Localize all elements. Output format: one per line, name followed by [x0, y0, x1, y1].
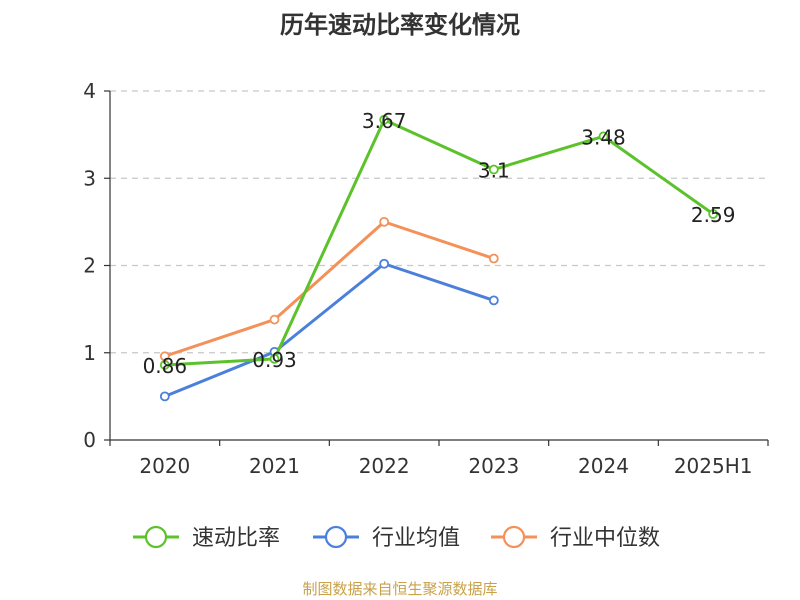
data-point [159, 391, 170, 402]
data-label: 2.59 [691, 203, 736, 227]
data-point [159, 360, 170, 370]
series-layer [159, 114, 719, 402]
y-tick-label: 0 [83, 428, 96, 452]
data-point [269, 353, 280, 364]
legend-swatch-marker [324, 525, 348, 549]
data-point [269, 314, 280, 325]
series-line-0 [164, 118, 715, 367]
x-tick-label: 2022 [359, 454, 410, 478]
source-note: 制图数据来自恒生聚源数据库 [302, 580, 497, 598]
data-point [488, 253, 499, 264]
data-label: 3.1 [478, 159, 510, 183]
y-tick-label: 4 [83, 79, 96, 103]
grid [110, 90, 768, 354]
y-tick-label: 1 [83, 341, 96, 365]
data-label: 3.67 [362, 109, 407, 133]
legend-swatch-marker [502, 525, 526, 549]
data-label: 3.48 [581, 125, 626, 149]
series-line-1 [164, 262, 495, 398]
x-tick-label: 2024 [578, 454, 629, 478]
chart-title: 历年速动比率变化情况 [280, 11, 520, 39]
data-point [379, 114, 390, 125]
legend-label: 行业中位数 [550, 526, 660, 551]
data-label: 0.86 [143, 354, 188, 378]
y-tick-label: 2 [83, 254, 96, 278]
legend-label: 行业均值 [372, 526, 460, 551]
data-point [488, 295, 499, 306]
legend-item: 速动比率 [133, 525, 280, 551]
series-line-2 [164, 220, 495, 358]
legend-label: 速动比率 [192, 526, 280, 551]
data-labels: 0.86 0.93 3.67 3.1 3.48 2.59 [143, 109, 736, 378]
data-label: 0.93 [252, 348, 297, 372]
data-point [598, 131, 609, 142]
legend-item: 行业中位数 [491, 525, 660, 551]
y-tick-label: 3 [83, 166, 96, 190]
axes: 0 1 2 3 4 2020 2021 2022 2023 2024 2025H1 [83, 79, 769, 478]
data-point [379, 216, 390, 227]
x-tick-label: 2021 [249, 454, 300, 478]
x-tick-label: 2025H1 [674, 454, 753, 478]
data-point [708, 209, 719, 219]
x-tick-label: 2023 [468, 454, 519, 478]
x-tick-label: 2020 [139, 454, 190, 478]
legend-swatch-marker [144, 525, 168, 549]
data-point [488, 164, 499, 175]
data-point [379, 258, 390, 269]
legend-item: 行业均值 [313, 525, 460, 551]
legend: 速动比率 行业均值 行业中位数 [133, 525, 660, 551]
